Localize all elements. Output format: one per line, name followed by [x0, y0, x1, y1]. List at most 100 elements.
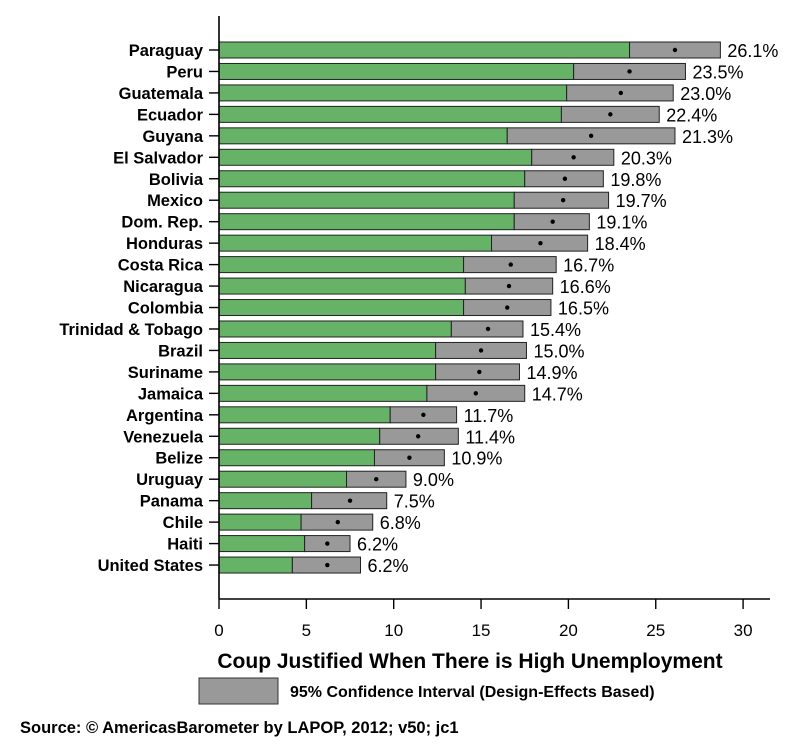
bars-group	[218, 41, 721, 574]
mean-point	[374, 477, 379, 482]
value-label: 14.7%	[532, 384, 583, 404]
value-label: 6.2%	[357, 535, 398, 555]
value-label: 19.1%	[596, 213, 647, 233]
category-label: Bolivia	[149, 171, 204, 189]
bar	[218, 277, 466, 295]
category-label: Nicaragua	[123, 278, 204, 296]
bar	[218, 84, 568, 102]
bar	[218, 148, 533, 166]
mean-point	[562, 176, 568, 181]
mean-point	[347, 498, 353, 503]
category-label: Guatemala	[119, 85, 204, 103]
mean-point	[335, 519, 340, 525]
mean-point	[477, 369, 482, 375]
bar	[218, 62, 575, 80]
bar	[218, 449, 375, 467]
bar	[218, 320, 452, 338]
category-label: Suriname	[128, 364, 203, 382]
x-tick-label: 5	[302, 621, 311, 640]
value-label: 21.3%	[682, 127, 733, 147]
mean-point	[550, 219, 555, 224]
bar	[218, 513, 302, 531]
category-label: Trinidad & Tobago	[59, 321, 203, 339]
mean-point	[478, 348, 484, 353]
x-tick-label: 30	[734, 621, 753, 640]
bar	[218, 492, 313, 510]
mean-point	[618, 90, 624, 96]
value-label: 26.1%	[727, 41, 778, 61]
mean-point	[571, 155, 576, 160]
category-label: Ecuador	[137, 106, 204, 124]
value-label: 16.7%	[563, 256, 614, 276]
category-label: Paraguay	[129, 42, 204, 60]
mean-point	[415, 434, 421, 439]
category-label: Honduras	[126, 235, 203, 253]
value-label: 14.9%	[526, 363, 577, 383]
bar	[218, 299, 465, 317]
bar	[218, 556, 293, 574]
bar	[218, 406, 391, 424]
value-label: 20.3%	[621, 148, 672, 168]
value-label: 9.0%	[413, 470, 454, 490]
value-label: 11.4%	[465, 427, 515, 447]
x-ticks: 0 5 10 15 20 25 30	[214, 599, 753, 640]
legend-label: 95% Confidence Interval (Design-Effects …	[290, 684, 655, 701]
category-labels: Paraguay Peru Guatemala Ecuador Guyana El Sal…	[59, 42, 219, 575]
mean-point	[538, 240, 543, 246]
category-label: Panama	[140, 493, 204, 511]
category-label: Argentina	[126, 407, 204, 425]
mean-point	[421, 412, 426, 418]
value-label: 18.4%	[595, 234, 646, 254]
bar	[218, 363, 437, 381]
mean-point	[505, 305, 510, 310]
mean-point	[508, 262, 513, 267]
mean-point	[588, 133, 594, 139]
mean-point	[407, 455, 412, 460]
value-label: 16.5%	[558, 299, 609, 319]
legend-swatch	[198, 677, 279, 705]
category-label: Venezuela	[123, 428, 204, 446]
value-label: 19.7%	[616, 191, 667, 211]
bar	[218, 105, 562, 123]
bar	[218, 191, 515, 209]
category-label: United States	[98, 557, 203, 575]
category-label: Belize	[155, 450, 203, 468]
value-label: 6.8%	[380, 513, 421, 533]
category-label: Haiti	[167, 536, 203, 554]
value-labels: 26.1%23.5%23.0%22.4%21.3% 20.3%19.8%19.7%…	[357, 41, 778, 576]
mean-point	[560, 198, 566, 203]
category-label: Peru	[166, 63, 203, 81]
bar	[218, 384, 428, 402]
value-label: 22.4%	[666, 105, 717, 125]
bar	[218, 341, 437, 359]
bar	[218, 41, 631, 59]
category-label: Guyana	[142, 128, 203, 146]
source-note: Source: © AmericasBarometer by LAPOP, 20…	[20, 719, 459, 737]
category-label: El Salvador	[113, 149, 203, 167]
mean-point	[672, 47, 678, 53]
value-label: 19.8%	[610, 170, 661, 190]
bar	[218, 213, 515, 231]
value-label: 6.2%	[368, 556, 409, 576]
mean-point	[325, 541, 330, 546]
bar	[218, 256, 465, 274]
value-label: 15.4%	[530, 320, 581, 340]
mean-point	[627, 69, 632, 74]
value-label: 7.5%	[394, 492, 435, 512]
value-label: 16.6%	[560, 277, 611, 297]
mean-point	[325, 562, 330, 568]
x-tick-label: 20	[559, 621, 578, 640]
mean-point	[608, 112, 613, 117]
category-label: Costa Rica	[118, 257, 204, 275]
bar	[218, 470, 348, 488]
category-label: Uruguay	[136, 471, 204, 489]
bar	[218, 127, 508, 145]
category-label: Brazil	[158, 342, 203, 360]
value-label: 11.7%	[464, 406, 514, 426]
x-tick-label: 0	[214, 621, 223, 640]
x-tick-label: 15	[472, 621, 491, 640]
value-label: 23.5%	[692, 62, 743, 82]
category-label: Colombia	[128, 300, 204, 318]
value-label: 10.9%	[451, 449, 502, 469]
